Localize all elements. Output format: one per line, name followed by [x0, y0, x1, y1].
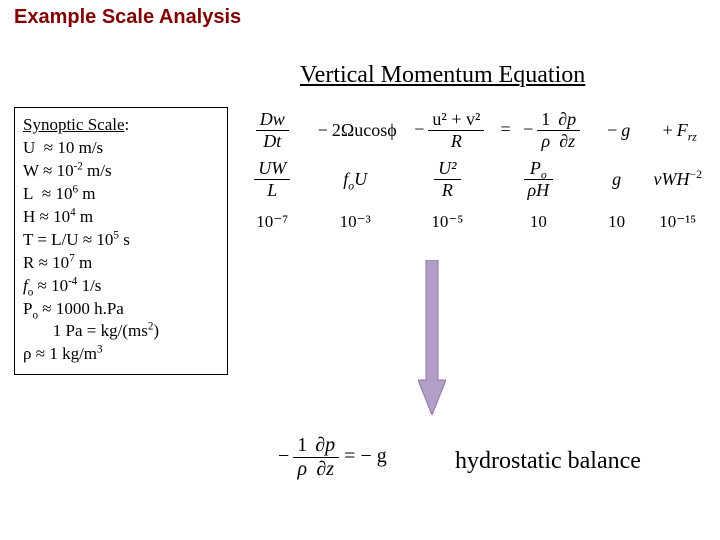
hydrostatic-balance-label: hydrostatic balance	[455, 448, 641, 475]
term-centrifugal: −u² + v²R	[406, 106, 489, 155]
equation-magnitude-row: 10⁻⁷ 10⁻³ 10⁻⁵ 10 10 10⁻¹⁵	[240, 204, 710, 236]
scale-rho: ρ ≈ 1 kg/m3	[23, 344, 103, 363]
scale-R: R ≈ 107 m	[23, 253, 92, 272]
scale-W: W ≈ 10-2 m/s	[23, 161, 112, 180]
scale-UW-L: UWL	[240, 155, 305, 204]
mag-2: 10⁻⁵	[406, 204, 489, 236]
scale-nu: νWH−2	[645, 155, 710, 204]
hydrostatic-equation: −1ρ∂p∂z = − g	[274, 435, 387, 480]
scale-Po: Po ≈ 1000 h.Pa	[23, 299, 124, 318]
down-arrow-icon	[418, 260, 446, 415]
scale-g: g	[588, 155, 646, 204]
scale-Po-rhoH: PoρH	[489, 155, 588, 204]
mag-0: 10⁻⁷	[240, 204, 305, 236]
scale-Pa-def: 1 Pa = kg/(ms2)	[23, 321, 159, 340]
mag-4: 10	[588, 204, 646, 236]
scale-T: T = L/U ≈ 105 s	[23, 230, 130, 249]
slide-title: Example Scale Analysis	[14, 6, 241, 29]
scale-fo: fo ≈ 10-4 1/s	[23, 276, 101, 295]
term-friction: +Frz	[645, 106, 710, 155]
scale-foU: foU	[305, 155, 406, 204]
vertical-momentum-equation: DwDt −2Ωucosϕ −u² + v²R = −1ρ∂p∂z −g +Fr…	[240, 106, 710, 236]
scale-H: H ≈ 104 m	[23, 207, 93, 226]
slide: Example Scale Analysis Vertical Momentum…	[0, 0, 720, 540]
scale-U2-R: U²R	[406, 155, 489, 204]
scale-L: L ≈ 106 m	[23, 184, 96, 203]
term-gravity: −g	[588, 106, 646, 155]
term-coriolis: −2Ωucosϕ	[305, 106, 406, 155]
term-DwDt: DwDt	[240, 106, 305, 155]
equation-terms-row: DwDt −2Ωucosϕ −u² + v²R = −1ρ∂p∂z −g +Fr…	[240, 106, 710, 155]
scale-U: U ≈ 10 m/s	[23, 138, 103, 157]
mag-5: 10⁻¹⁵	[645, 204, 710, 236]
scales-header: Synoptic Scale	[23, 115, 125, 134]
equation-scale-row: UWL foU U²R PoρH g νWH−2	[240, 155, 710, 204]
mag-1: 10⁻³	[305, 204, 406, 236]
term-pressure: = −1ρ∂p∂z	[489, 106, 588, 155]
synoptic-scales-box: Synoptic Scale: U ≈ 10 m/s W ≈ 10-2 m/s …	[14, 107, 228, 375]
slide-subtitle: Vertical Momentum Equation	[300, 62, 585, 89]
mag-3: 10	[489, 204, 588, 236]
